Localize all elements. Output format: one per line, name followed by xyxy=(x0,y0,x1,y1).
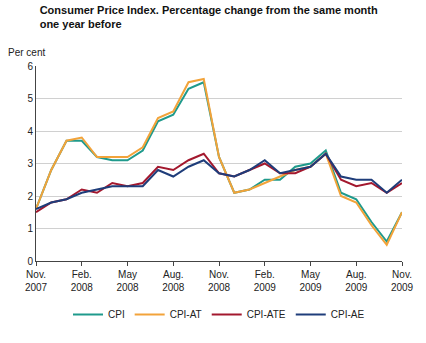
svg-text:1: 1 xyxy=(27,223,33,234)
svg-text:Per cent: Per cent xyxy=(8,47,45,58)
svg-text:5: 5 xyxy=(27,93,33,104)
svg-text:Nov.2007: Nov.2007 xyxy=(25,269,48,293)
svg-text:3: 3 xyxy=(27,158,33,169)
svg-text:CPI-AE: CPI-AE xyxy=(331,309,365,320)
svg-text:4: 4 xyxy=(27,126,33,137)
svg-text:May2008: May2008 xyxy=(116,269,139,293)
svg-text:May2009: May2009 xyxy=(299,269,322,293)
svg-text:6: 6 xyxy=(27,61,33,72)
svg-text:Nov.2009: Nov.2009 xyxy=(391,269,414,293)
svg-text:Aug.2009: Aug.2009 xyxy=(345,269,368,293)
svg-text:Consumer Price Index. Percenta: Consumer Price Index. Percentage change … xyxy=(40,4,378,30)
svg-text:CPI-AT: CPI-AT xyxy=(170,309,202,320)
svg-text:Feb.2008: Feb.2008 xyxy=(71,269,94,293)
svg-text:2: 2 xyxy=(27,191,33,202)
svg-text:Nov.2008: Nov.2008 xyxy=(208,269,231,293)
svg-text:Aug.2008: Aug.2008 xyxy=(162,269,185,293)
svg-text:0: 0 xyxy=(27,256,33,267)
svg-text:CPI: CPI xyxy=(108,309,125,320)
svg-text:Feb.2009: Feb.2009 xyxy=(254,269,277,293)
svg-text:CPI-ATE: CPI-ATE xyxy=(247,309,286,320)
